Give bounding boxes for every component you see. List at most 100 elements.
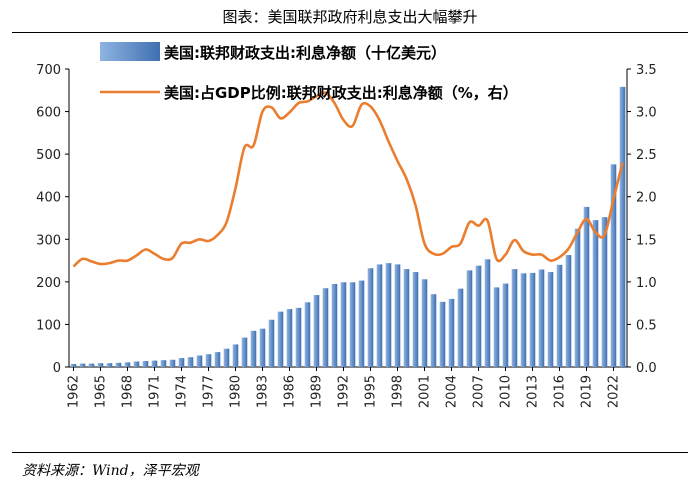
bar: [115, 362, 122, 367]
bar: [439, 301, 446, 367]
x-tick-label: 1974: [175, 375, 190, 408]
bottom-rule: [12, 452, 688, 453]
bar: [538, 269, 545, 367]
bar: [565, 255, 572, 367]
x-tick-label: 2004: [445, 375, 460, 408]
bar: [619, 86, 626, 367]
x-tick-label: 1965: [94, 375, 109, 408]
source-note: 资料来源：Wind，泽平宏观: [22, 463, 199, 479]
bar: [529, 272, 536, 367]
left-tick-label: 600: [36, 106, 61, 121]
bar-series: [70, 86, 626, 367]
x-tick-label: 1962: [67, 375, 82, 408]
x-tick-label: 1968: [121, 375, 136, 408]
bar: [151, 360, 158, 367]
bar: [214, 352, 221, 367]
legend-bar-swatch: [100, 42, 160, 61]
left-tick-label: 0: [53, 361, 61, 376]
bar: [358, 280, 365, 367]
bar: [502, 283, 509, 367]
x-tick-label: 1983: [256, 375, 271, 408]
x-tick-label: 2010: [499, 375, 514, 408]
bar: [286, 309, 293, 367]
x-tick-label: 2007: [472, 375, 487, 408]
bar: [403, 269, 410, 367]
bar: [250, 330, 257, 367]
right-tick-label: 2.5: [636, 148, 657, 163]
legend: 美国:联邦财政支出:利息净额（十亿美元） 美国:占GDP比例:联邦财政支出:利息…: [100, 42, 518, 102]
bar: [493, 287, 500, 367]
bar: [160, 360, 167, 367]
x-tick-label: 2022: [607, 375, 622, 408]
x-tick-label: 1977: [202, 375, 217, 408]
right-tick-label: 0.5: [636, 318, 657, 333]
bar: [133, 361, 140, 367]
bar: [430, 294, 437, 367]
x-tick-label: 2019: [580, 375, 595, 408]
bar: [268, 319, 275, 367]
bar: [205, 354, 212, 367]
bar: [295, 307, 302, 367]
bar: [259, 328, 266, 367]
x-tick-label: 1995: [364, 375, 379, 408]
bar: [322, 288, 329, 367]
bar: [70, 364, 77, 367]
bar: [223, 348, 230, 367]
bar: [484, 259, 491, 367]
legend-bar-label: 美国:联邦财政支出:利息净额（十亿美元）: [164, 44, 446, 62]
left-tick-label: 300: [36, 233, 61, 248]
bar: [97, 363, 104, 367]
bar: [592, 220, 599, 367]
right-tick-label: 1.0: [636, 276, 657, 291]
x-tick-label: 1998: [391, 375, 406, 408]
bar: [124, 362, 131, 367]
top-rule: [12, 32, 688, 33]
left-tick-label: 500: [36, 148, 61, 163]
bar: [385, 263, 392, 367]
bar: [349, 282, 356, 367]
line-series: [72, 91, 624, 268]
bar: [367, 268, 374, 367]
bar: [556, 264, 563, 367]
x-tick-label: 1980: [229, 375, 244, 408]
bar: [313, 295, 320, 367]
bar: [106, 363, 113, 367]
bar: [169, 359, 176, 367]
bar: [547, 272, 554, 367]
right-tick-label: 0.0: [636, 361, 657, 376]
left-tick-label: 700: [36, 63, 61, 78]
bar: [511, 269, 518, 367]
right-tick-label: 1.5: [636, 233, 657, 248]
gdp-share-line: [72, 91, 624, 268]
bar: [304, 302, 311, 367]
left-tick-label: 100: [36, 318, 61, 333]
left-tick-label: 200: [36, 276, 61, 291]
bar: [520, 273, 527, 367]
bar: [277, 311, 284, 367]
x-tick-label: 2016: [553, 375, 568, 408]
x-tick-label: 2001: [418, 375, 433, 408]
x-tick-label: 1989: [310, 375, 325, 408]
bar: [232, 344, 239, 367]
legend-line-label: 美国:占GDP比例:联邦财政支出:利息净额（%，右）: [164, 84, 518, 102]
left-tick-label: 400: [36, 191, 61, 206]
bar: [574, 228, 581, 367]
bar: [394, 264, 401, 367]
bar: [466, 270, 473, 367]
right-tick-label: 3.0: [636, 106, 657, 121]
bar: [475, 265, 482, 367]
axis-layer: 0 100 200 300 400 500 600 700 0.0 0.5 1.0 1.5 2.0 2.5…: [36, 63, 657, 408]
bar: [583, 206, 590, 367]
bar: [412, 272, 419, 367]
bar: [376, 264, 383, 367]
bar: [178, 358, 185, 367]
bar: [88, 363, 95, 367]
bar: [421, 279, 428, 367]
bar: [601, 217, 608, 367]
bar: [610, 164, 617, 367]
right-tick-label: 3.5: [636, 63, 657, 78]
bar: [340, 282, 347, 367]
bar: [187, 357, 194, 367]
x-tick-label: 2013: [526, 375, 541, 408]
